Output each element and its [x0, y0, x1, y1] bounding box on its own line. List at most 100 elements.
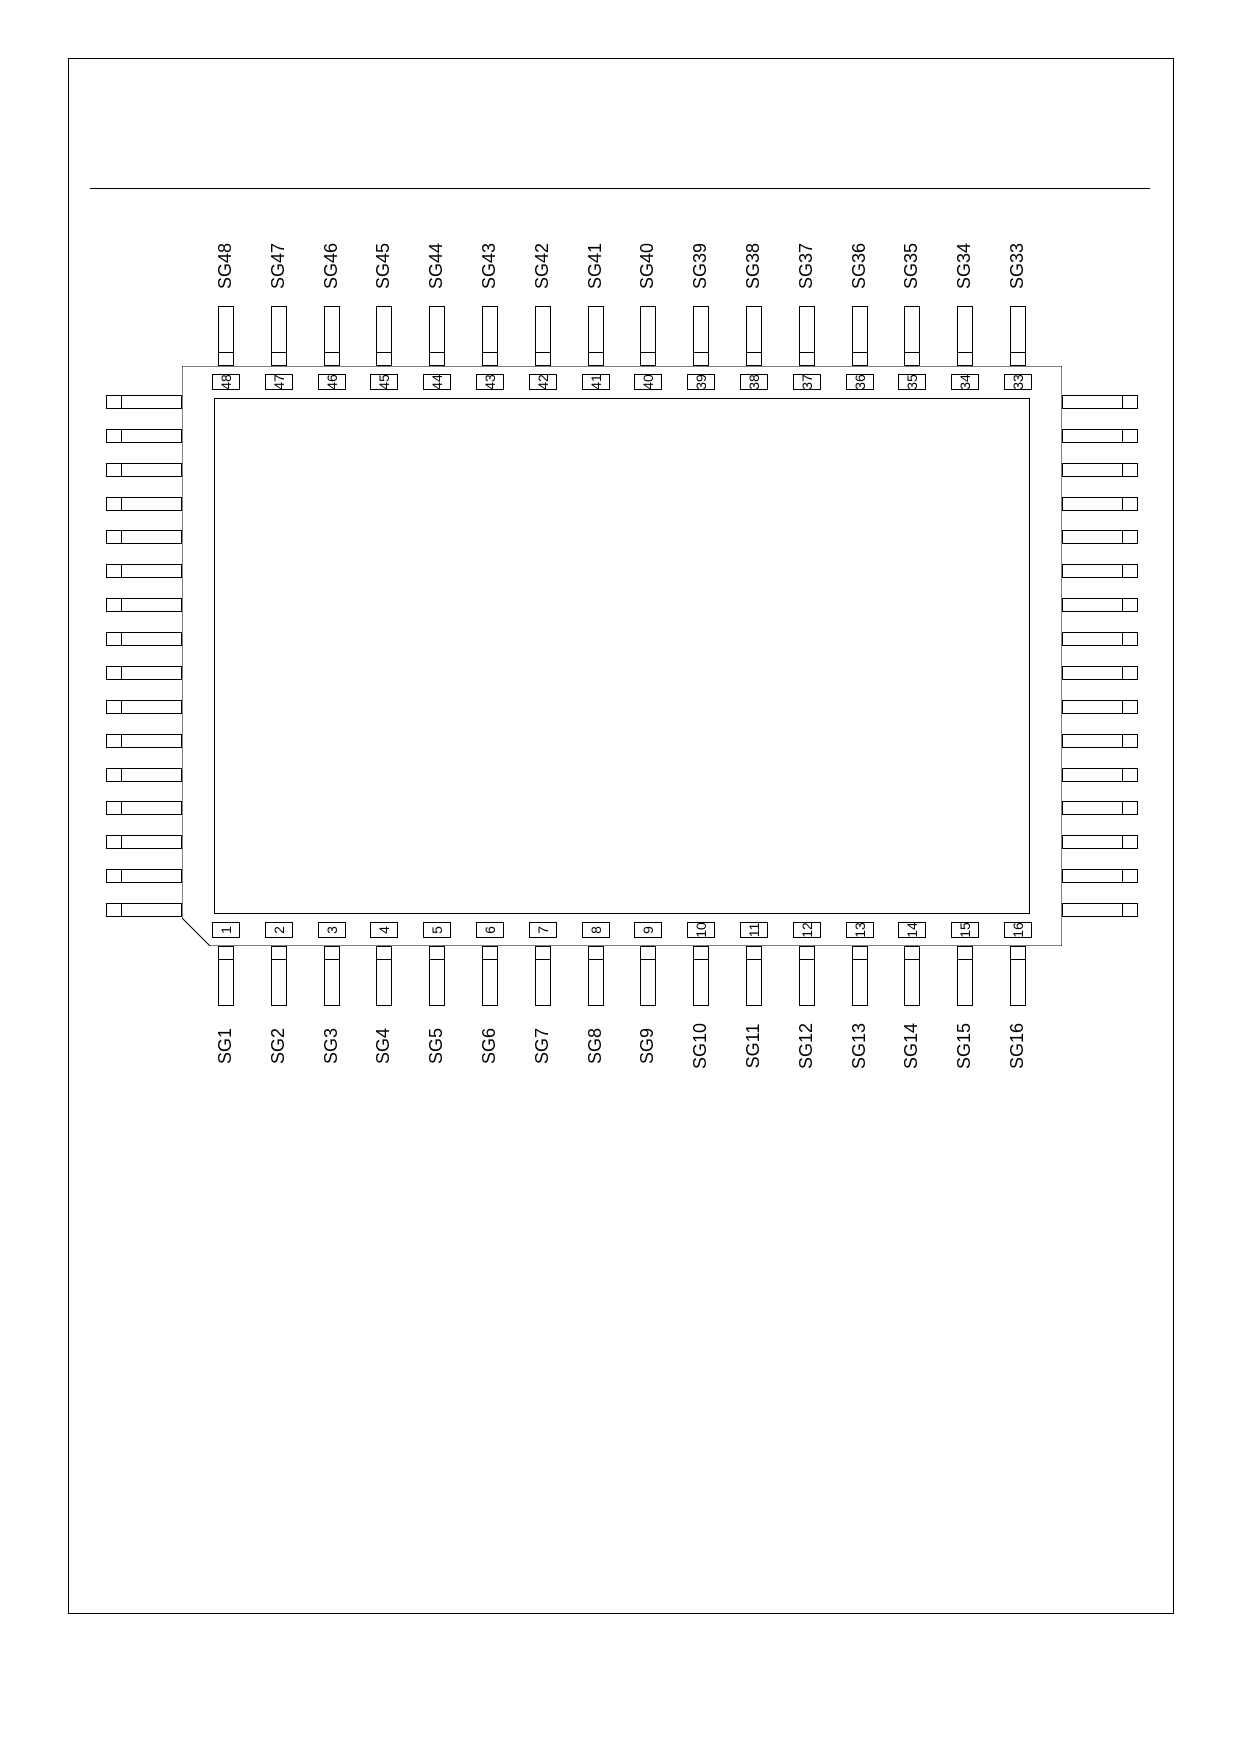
bottom-pin [271, 946, 287, 1006]
left-pin [106, 734, 182, 748]
right-pin [1062, 903, 1138, 917]
bottom-pin-label: SG8 [586, 1016, 606, 1076]
top-pin-label: SG46 [322, 236, 342, 296]
bottom-pin-number: 16 [1004, 922, 1032, 938]
left-pin [106, 530, 182, 544]
top-pin-number: 48 [212, 374, 240, 390]
bottom-pin-number: 5 [423, 922, 451, 938]
left-pin [106, 801, 182, 815]
left-pin [106, 768, 182, 782]
bottom-pin-number: 10 [687, 922, 715, 938]
top-pin-number: 46 [318, 374, 346, 390]
bottom-pin [799, 946, 815, 1006]
left-pin [106, 666, 182, 680]
bottom-pin-label: SG2 [269, 1016, 289, 1076]
bottom-pin-label: SG11 [744, 1016, 764, 1076]
bottom-pin-label: SG10 [691, 1016, 711, 1076]
left-pin [106, 903, 182, 917]
bottom-pin [746, 946, 762, 1006]
bottom-pin-label: SG6 [480, 1016, 500, 1076]
right-pin [1062, 869, 1138, 883]
top-pin [799, 306, 815, 366]
bottom-pin [324, 946, 340, 1006]
left-pin [106, 463, 182, 477]
chip-inner-rect [214, 398, 1030, 914]
bottom-pin-label: SG13 [850, 1016, 870, 1076]
top-pin-number: 37 [793, 374, 821, 390]
top-pin [324, 306, 340, 366]
bottom-pin-label: SG12 [797, 1016, 817, 1076]
right-pin [1062, 632, 1138, 646]
bottom-pin-label: SG5 [427, 1016, 447, 1076]
top-pin-number: 47 [265, 374, 293, 390]
top-pin-label: SG44 [427, 236, 447, 296]
top-pin-number: 42 [529, 374, 557, 390]
bottom-pin-label: SG16 [1008, 1016, 1028, 1076]
bottom-pin-number: 9 [634, 922, 662, 938]
top-pin [376, 306, 392, 366]
right-pin [1062, 768, 1138, 782]
bottom-pin-label: SG3 [322, 1016, 342, 1076]
left-pin [106, 564, 182, 578]
top-pin-label: SG33 [1008, 236, 1028, 296]
top-pin-label: SG36 [850, 236, 870, 296]
bottom-pin-number: 12 [793, 922, 821, 938]
right-pin [1062, 463, 1138, 477]
right-pin [1062, 564, 1138, 578]
right-pin [1062, 497, 1138, 511]
top-pin-number: 36 [846, 374, 874, 390]
bottom-pin [376, 946, 392, 1006]
left-pin [106, 429, 182, 443]
bottom-pin-number: 7 [529, 922, 557, 938]
top-pin [535, 306, 551, 366]
top-pin-label: SG35 [902, 236, 922, 296]
bottom-pin-label: SG14 [902, 1016, 922, 1076]
top-pin-number: 39 [687, 374, 715, 390]
bottom-pin [640, 946, 656, 1006]
top-pin [218, 306, 234, 366]
top-pin [640, 306, 656, 366]
top-pin-label: SG41 [586, 236, 606, 296]
bottom-pin-label: SG1 [216, 1016, 236, 1076]
left-pin [106, 700, 182, 714]
bottom-pin-number: 3 [318, 922, 346, 938]
bottom-pin-label: SG15 [955, 1016, 975, 1076]
right-pin [1062, 598, 1138, 612]
top-pin-number: 43 [476, 374, 504, 390]
bottom-pin-number: 13 [846, 922, 874, 938]
top-pin-number: 41 [582, 374, 610, 390]
bottom-pin-label: SG7 [533, 1016, 553, 1076]
bottom-pin-number: 8 [582, 922, 610, 938]
page: 1SG12SG23SG34SG45SG56SG67SG78SG89SG910SG… [0, 0, 1240, 1754]
top-pin-label: SG43 [480, 236, 500, 296]
bottom-pin-label: SG9 [638, 1016, 658, 1076]
left-pin [106, 632, 182, 646]
left-pin [106, 598, 182, 612]
bottom-pin [535, 946, 551, 1006]
top-pin-number: 45 [370, 374, 398, 390]
top-pin [588, 306, 604, 366]
bottom-pin [693, 946, 709, 1006]
top-pin [429, 306, 445, 366]
bottom-pin-number: 6 [476, 922, 504, 938]
top-pin-label: SG38 [744, 236, 764, 296]
top-pin-label: SG40 [638, 236, 658, 296]
bottom-pin-number: 2 [265, 922, 293, 938]
top-pin-label: SG37 [797, 236, 817, 296]
top-pin-number: 34 [951, 374, 979, 390]
top-pin-label: SG45 [374, 236, 394, 296]
top-pin [957, 306, 973, 366]
right-pin [1062, 835, 1138, 849]
bottom-pin-number: 15 [951, 922, 979, 938]
top-pin [746, 306, 762, 366]
top-pin-label: SG42 [533, 236, 553, 296]
top-pin-number: 35 [898, 374, 926, 390]
right-pin [1062, 530, 1138, 544]
right-pin [1062, 734, 1138, 748]
bottom-pin [852, 946, 868, 1006]
right-pin [1062, 666, 1138, 680]
top-pin-number: 33 [1004, 374, 1032, 390]
header-divider [90, 188, 1150, 189]
top-pin [482, 306, 498, 366]
top-pin-label: SG34 [955, 236, 975, 296]
